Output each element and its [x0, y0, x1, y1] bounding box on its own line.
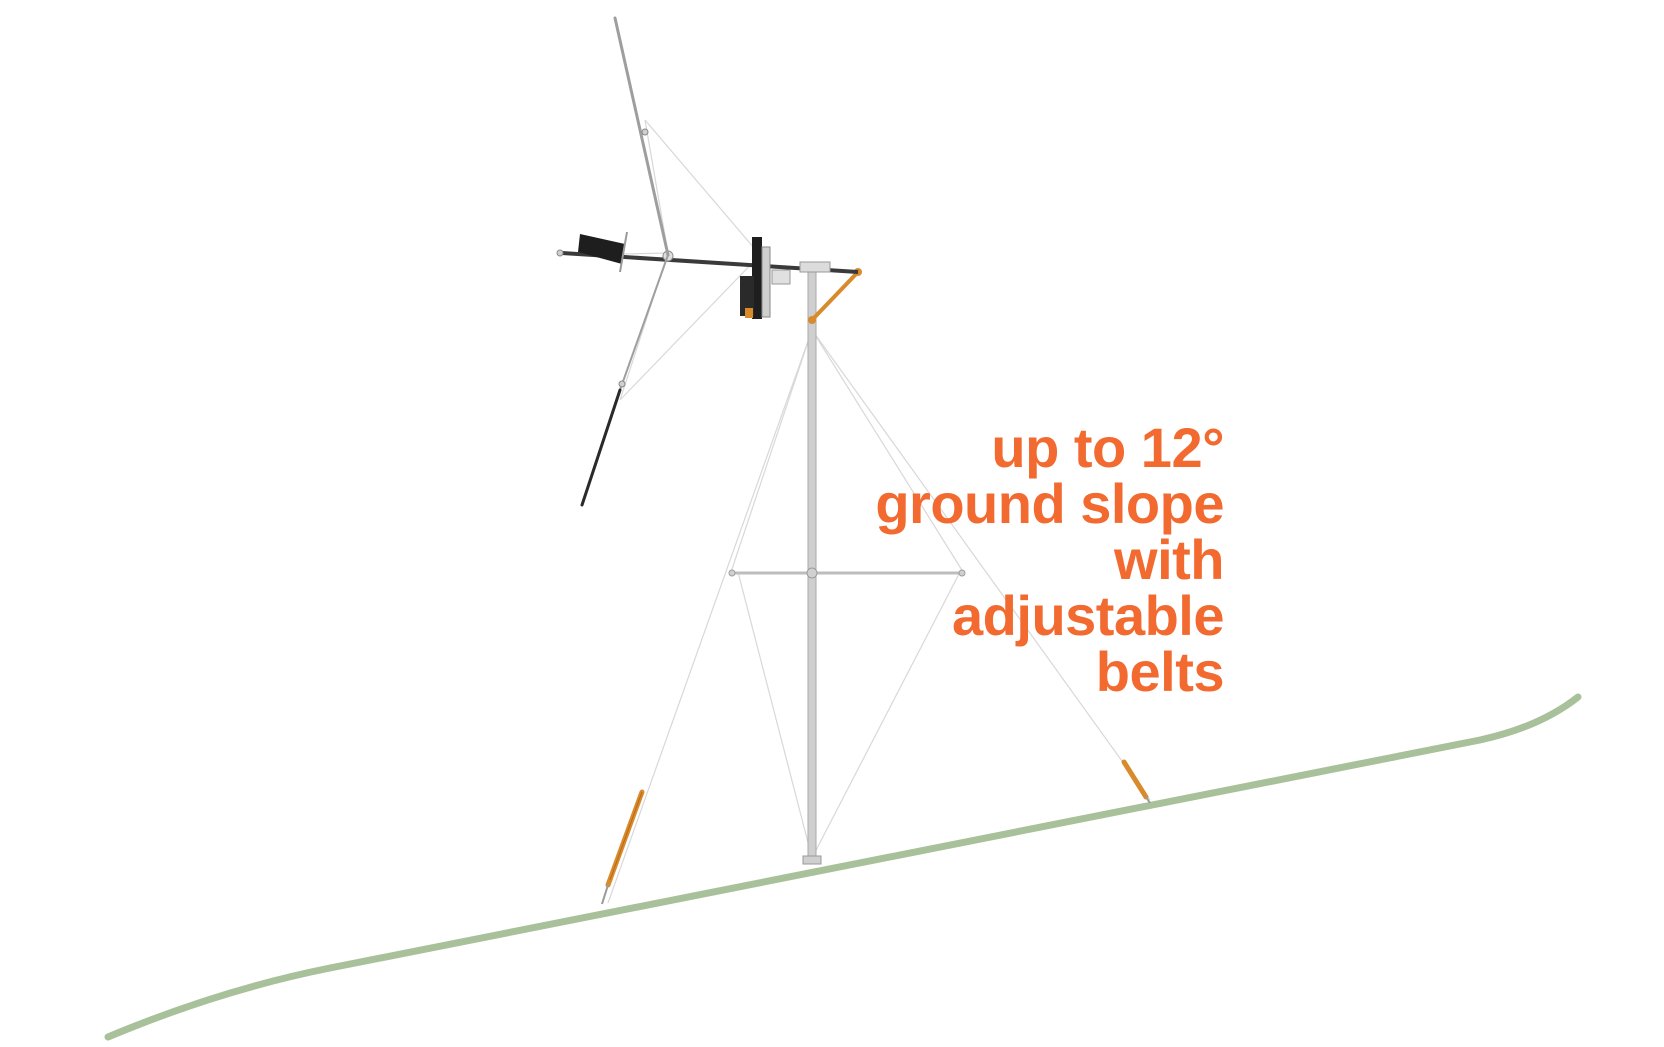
mast-pole [807, 264, 817, 863]
ground-slope-line [104, 693, 1582, 1041]
tail-vane-icon [578, 231, 628, 273]
slope-callout: up to 12° ground slope with adjustable b… [875, 420, 1224, 700]
strap-tensioner-icon [601, 789, 645, 905]
strap-tensioner-icon [1121, 759, 1151, 804]
guy-wires [579, 119, 1151, 904]
mast-cross-arm [728, 567, 966, 579]
callout-line: up to 12° [991, 416, 1224, 479]
callout-line: belts [1095, 640, 1225, 703]
generator-hub [740, 237, 791, 319]
callout-line: with [1114, 528, 1224, 591]
mast-base [802, 855, 822, 865]
callout-line: adjustable [952, 584, 1224, 647]
callout-line: ground slope [875, 472, 1224, 535]
wind-turbine-blade-icon [580, 16, 670, 507]
